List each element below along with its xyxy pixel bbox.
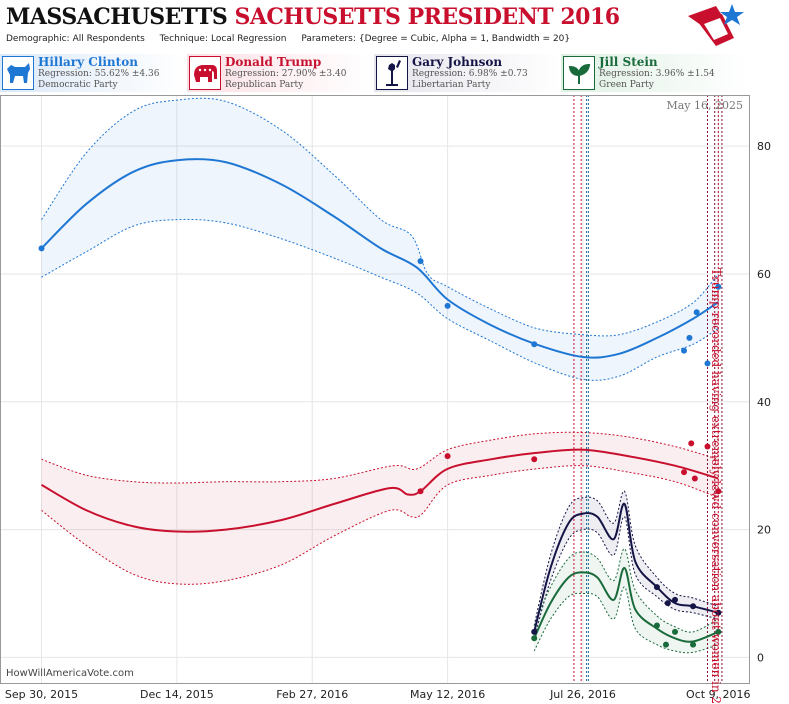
poll-point — [704, 360, 711, 367]
x-tick-label: Sep 30, 2015 — [5, 688, 78, 701]
parameters-line: Demographic: All Respondents Technique: Lo… — [6, 34, 582, 44]
candidate-regression: Regression: 55.62% ±4.36 — [38, 69, 160, 79]
poll-point — [672, 596, 679, 603]
candidate-regression: Regression: 6.98% ±0.73 — [412, 69, 528, 79]
poll-point — [444, 453, 451, 460]
demographic-label: Demographic: — [6, 34, 70, 44]
legend-item-stein: Jill Stein Regression: 3.96% ±1.54 Green… — [561, 54, 747, 92]
x-tick-label: Dec 14, 2015 — [140, 688, 214, 701]
x-tick-label: May 12, 2016 — [410, 688, 485, 701]
poll-point — [664, 600, 671, 607]
regression-line-1 — [41, 448, 719, 533]
band-fill-3 — [534, 548, 719, 653]
legend-item-trump: Donald Trump Regression: 27.90% ±3.40 Re… — [187, 54, 373, 92]
poll-point — [531, 341, 538, 348]
candidate-name: Donald Trump — [225, 55, 322, 69]
band-upper-1 — [41, 431, 719, 484]
date-stamp: May 16, 2025 — [666, 99, 743, 112]
poll-point — [531, 635, 538, 642]
poll-point — [681, 469, 688, 476]
band-upper-3 — [533, 548, 719, 633]
band-upper-0 — [41, 97, 719, 337]
poll-point — [672, 628, 679, 635]
x-tick-label: Jul 26, 2016 — [549, 688, 616, 701]
candidate-name: Hillary Clinton — [38, 55, 138, 69]
candidate-party: Green Party — [599, 80, 654, 90]
candidate-name: Gary Johnson — [412, 55, 503, 69]
band-lower-3 — [533, 586, 719, 654]
title-race: PRESIDENT 2016 — [407, 4, 621, 30]
poll-point — [531, 628, 538, 635]
page-title: MASSACHUSETTS SACHUSETTS PRESIDENT 2016 — [6, 4, 620, 30]
poll-point — [704, 443, 711, 450]
band-lower-2 — [533, 516, 719, 639]
poll-point — [690, 603, 697, 610]
poll-point — [693, 309, 700, 316]
x-tick-label: Feb 27, 2016 — [276, 688, 348, 701]
poll-point — [417, 258, 424, 265]
band-lower-1 — [41, 465, 719, 585]
donkey-icon — [2, 56, 34, 90]
site-logo-icon — [688, 4, 744, 46]
y-tick-label: 80 — [757, 140, 771, 153]
candidate-party: Democratic Party — [38, 80, 118, 90]
band-fill-1 — [41, 432, 719, 585]
parameters-value: {Degree = Cubic, Alpha = 1, Bandwidth = … — [358, 34, 571, 44]
event-annotation: Trump recorded having extremely lewd con… — [709, 268, 723, 704]
technique-value: Local Regression — [211, 34, 287, 44]
legend-item-johnson: Gary Johnson Regression: 6.98% ±0.73 Lib… — [374, 54, 560, 92]
watermark: HowWillAmericaVote.com — [6, 668, 134, 679]
regression-lines — [40, 158, 719, 643]
y-tick-label: 0 — [757, 651, 764, 664]
poll-point — [417, 488, 424, 495]
candidate-party: Republican Party — [225, 80, 304, 90]
regression-line-0 — [40, 158, 719, 359]
band-lower-0 — [41, 218, 719, 381]
poll-point — [444, 302, 451, 309]
regression-line-2 — [533, 502, 719, 633]
candidate-legend: Hillary Clinton Regression: 55.62% ±4.36… — [0, 54, 789, 94]
poll-point — [688, 440, 695, 447]
band-fill-0 — [41, 98, 719, 381]
plot-frame — [0, 95, 750, 684]
poll-point — [662, 641, 669, 648]
poll-point — [691, 475, 698, 482]
poll-points — [38, 245, 722, 648]
parameters-label: Parameters: — [301, 34, 356, 44]
candidate-regression: Regression: 3.96% ±1.54 — [599, 69, 715, 79]
regression-line-3 — [533, 566, 719, 643]
poll-point — [38, 245, 45, 252]
technique-label: Technique: — [159, 34, 209, 44]
poll-point — [715, 609, 722, 616]
poll-point — [681, 347, 688, 354]
confidence-bands — [41, 97, 719, 654]
poll-point — [653, 622, 660, 629]
elephant-icon — [189, 56, 221, 90]
leaf-icon — [563, 56, 595, 90]
poll-point — [715, 283, 722, 290]
candidate-name: Jill Stein — [599, 55, 658, 69]
poll-point — [715, 628, 722, 635]
y-tick-label: 40 — [757, 396, 771, 409]
title-state-repeat: SACHUSETTS — [234, 4, 401, 30]
x-tick-label: Oct 9, 2016 — [686, 688, 751, 701]
event-lines — [573, 95, 723, 683]
poll-point — [715, 488, 722, 495]
candidate-regression: Regression: 27.90% ±3.40 — [225, 69, 347, 79]
axes: 0 20 40 60 80 Sep 30, 2015 Dec 14, 2015 Feb 27,… — [0, 95, 771, 701]
title-state: MASSACHUSETTS — [6, 4, 228, 30]
poll-point — [686, 334, 693, 341]
band-upper-2 — [533, 490, 719, 626]
poll-point — [653, 584, 660, 591]
candidate-party: Libertarian Party — [412, 80, 491, 90]
liberty-icon — [376, 56, 408, 90]
y-tick-label: 20 — [757, 524, 771, 537]
poll-point — [531, 456, 538, 463]
y-tick-label: 60 — [757, 268, 771, 281]
poll-point — [690, 641, 697, 648]
legend-item-clinton: Hillary Clinton Regression: 55.62% ±4.36… — [0, 54, 186, 92]
demographic-value: All Respondents — [72, 34, 145, 44]
